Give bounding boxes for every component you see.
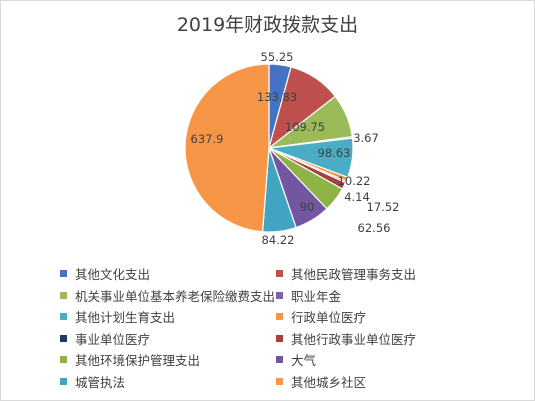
legend-label: 城管执法 [75, 374, 126, 390]
legend-swatch [276, 270, 283, 278]
legend-label: 其他文化支出 [75, 267, 151, 283]
legend-swatch [60, 334, 67, 342]
slice-value-label: 90 [300, 200, 315, 214]
legend-label: 其他城乡社区 [291, 374, 367, 390]
legend-item: 其他城乡社区 [276, 371, 492, 393]
legend-swatch [276, 291, 283, 299]
legend-swatch [60, 313, 67, 321]
slice-value-label: 55.25 [261, 50, 294, 64]
legend-item: 其他行政事业单位医疗 [276, 328, 492, 350]
legend-swatch [60, 291, 67, 299]
legend-label: 其他环境保护管理支出 [75, 353, 201, 369]
legend-item: 事业单位医疗 [60, 328, 276, 350]
legend-item: 职业年金 [276, 285, 492, 307]
chart-title: 2019年财政拨款支出 [176, 14, 359, 36]
legend-item: 其他民政管理事务支出 [276, 263, 492, 285]
legend-item: 城管执法 [60, 371, 276, 393]
slice-value-label: 84.22 [262, 233, 295, 247]
chart-legend: 其他文化支出 其他民政管理事务支出 机关事业单位基本养老保险缴费支出 职业年金其他计划… [60, 263, 530, 392]
legend-label: 职业年金 [291, 288, 342, 304]
legend-label: 行政单位医疗 [291, 310, 367, 326]
slice-value-label: 98.63 [318, 146, 351, 160]
slice-value-label: 10.22 [338, 174, 371, 188]
legend-swatch [60, 377, 67, 385]
legend-swatch [276, 356, 283, 364]
legend-label: 大气 [291, 353, 317, 369]
slice-value-label: 62.56 [358, 221, 391, 235]
legend-swatch [276, 313, 283, 321]
slice-value-label: 17.52 [367, 200, 400, 214]
legend-label: 其他行政事业单位医疗 [291, 331, 417, 347]
legend-item: 其他环境保护管理支出 [60, 349, 276, 371]
legend-item: 行政单位医疗 [276, 306, 492, 328]
slice-value-label: 109.75 [285, 120, 325, 134]
legend-item: 其他计划生育支出 [60, 306, 276, 328]
legend-item: 机关事业单位基本养老保险缴费支出 [60, 285, 276, 307]
slice-value-label: 133.83 [257, 90, 297, 104]
legend-label: 机关事业单位基本养老保险缴费支出 [75, 288, 276, 304]
pie-slice [184, 63, 270, 233]
slice-value-label: 3.67 [353, 131, 379, 145]
slice-value-label: 637.9 [191, 132, 224, 146]
legend-swatch [276, 377, 283, 385]
legend-swatch [60, 270, 67, 278]
legend-label: 事业单位医疗 [75, 331, 151, 347]
slice-value-label: 4.14 [344, 190, 370, 204]
legend-item: 其他文化支出 [60, 263, 276, 285]
legend-label: 其他民政管理事务支出 [291, 267, 417, 283]
legend-swatch [60, 356, 67, 364]
legend-label: 其他计划生育支出 [75, 310, 176, 326]
legend-swatch [276, 334, 283, 342]
legend-item: 大气 [276, 349, 492, 371]
